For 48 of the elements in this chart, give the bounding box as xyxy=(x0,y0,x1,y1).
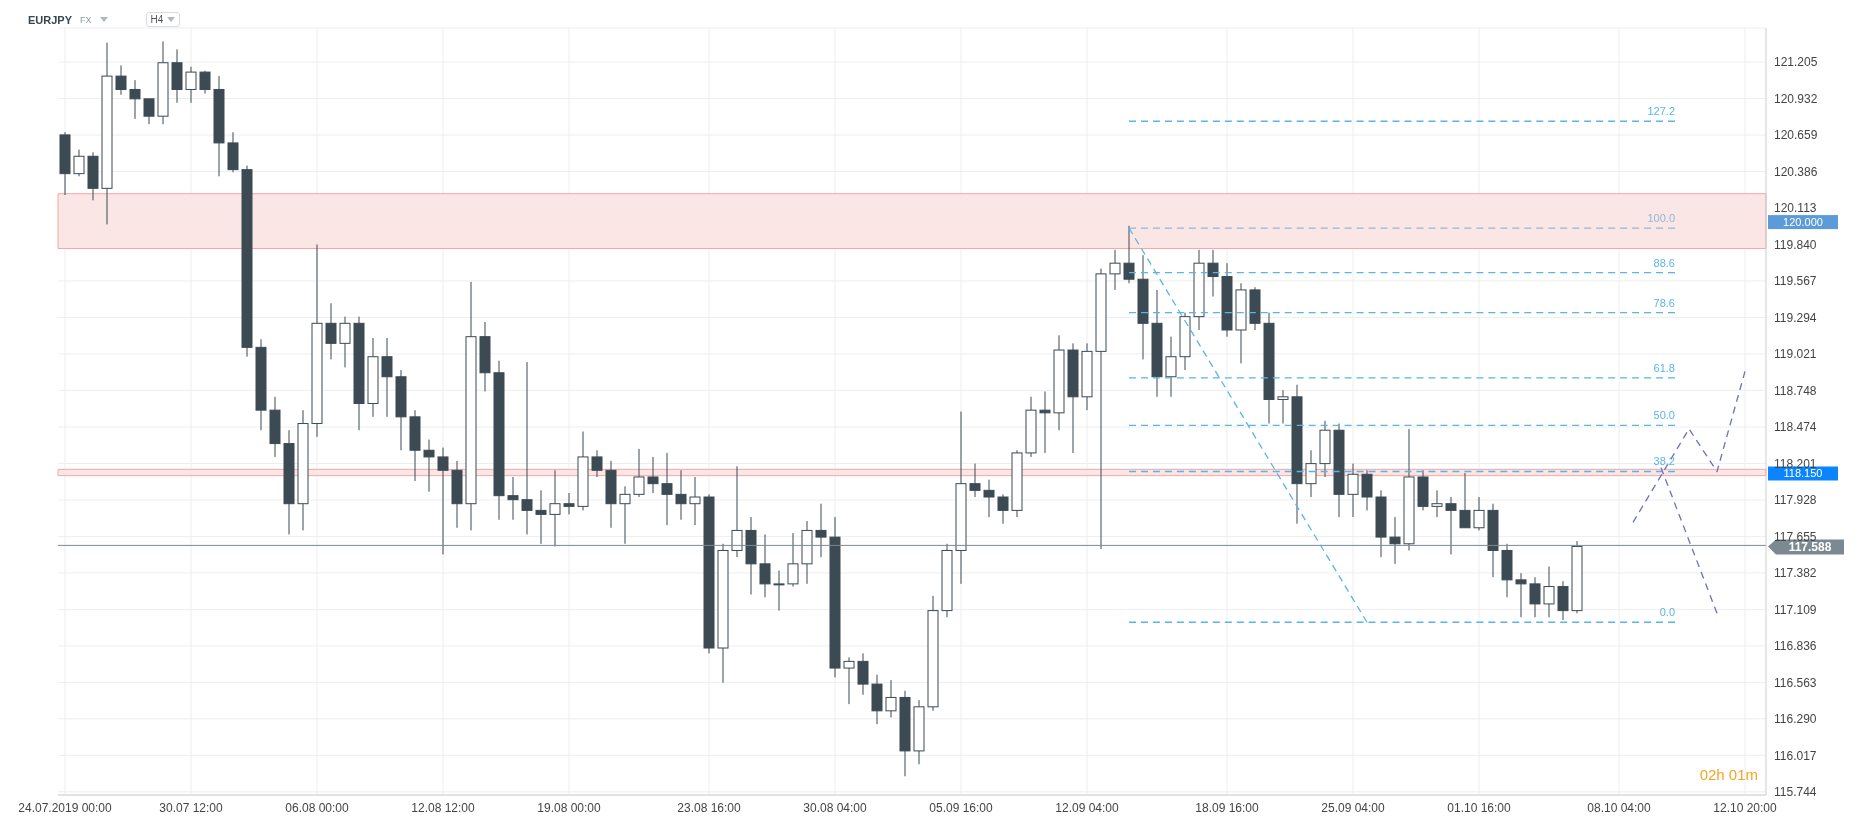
x-tick-label: 12.08 12:00 xyxy=(411,800,476,815)
y-tick-label: 116.563 xyxy=(1774,675,1817,690)
y-tick-label: 117.928 xyxy=(1774,493,1817,508)
y-tick-label: 116.836 xyxy=(1774,639,1817,654)
x-tick-label: 08.10 04:00 xyxy=(1587,800,1652,815)
ref-line-label: 117.588 xyxy=(1788,540,1832,555)
y-tick-label: 115.744 xyxy=(1774,785,1817,800)
series-label: 88.6 xyxy=(1653,256,1675,269)
x-tick-label: 25.09 04:00 xyxy=(1321,800,1386,815)
series-label: 38.2 xyxy=(1653,455,1675,468)
series-label: 100.0 xyxy=(1647,212,1675,225)
y-tick-label: 119.567 xyxy=(1774,274,1817,289)
band-label: 118.150 xyxy=(1783,467,1823,480)
y-tick-label: 117.109 xyxy=(1774,602,1817,617)
chart-subtitle: FX xyxy=(80,14,92,25)
y-tick-label: 116.017 xyxy=(1774,748,1817,763)
y-tick-label: 121.205 xyxy=(1774,55,1818,70)
x-tick-label: 23.08 16:00 xyxy=(677,800,742,815)
y-tick-label: 117.382 xyxy=(1774,566,1817,581)
series-label: 61.8 xyxy=(1653,361,1675,374)
series-label: 127.2 xyxy=(1647,105,1675,118)
x-tick-label: 05.09 16:00 xyxy=(929,800,994,815)
x-tick-label: 06.08 00:00 xyxy=(285,800,350,815)
y-tick-label: 120.659 xyxy=(1774,128,1818,143)
x-tick-label: 30.08 04:00 xyxy=(803,800,868,815)
x-tick-label: 12.10 20:00 xyxy=(1713,800,1778,815)
series-label: 50.0 xyxy=(1653,409,1675,422)
x-tick-label: 30.07 12:00 xyxy=(159,800,224,815)
x-tick-label: 01.10 16:00 xyxy=(1447,800,1512,815)
y-tick-label: 116.290 xyxy=(1774,712,1817,727)
series-label: 0.0 xyxy=(1659,606,1675,619)
y-tick-label: 120.386 xyxy=(1774,164,1818,179)
y-tick-label: 118.748 xyxy=(1774,383,1817,398)
series-label: 78.6 xyxy=(1653,296,1675,309)
x-tick-label: 24.07.2019 00:00 xyxy=(18,800,113,815)
y-tick-label: 119.021 xyxy=(1774,347,1817,362)
y-tick-label: 119.294 xyxy=(1774,310,1817,325)
x-tick-label: 18.09 16:00 xyxy=(1195,800,1260,815)
x-tick-label: 12.09 04:00 xyxy=(1055,800,1120,815)
text: H4 xyxy=(145,12,181,27)
annotation: 02h 01m xyxy=(1699,766,1758,783)
x-tick-label: 19.08 00:00 xyxy=(537,800,602,815)
chart-title: EURJPY xyxy=(28,13,73,26)
band-label: 120.000 xyxy=(1783,216,1823,229)
y-tick-label: 118.474 xyxy=(1774,420,1817,435)
y-tick-label: 119.840 xyxy=(1774,237,1817,252)
y-tick-label: 120.932 xyxy=(1774,91,1818,106)
y-tick-label: 120.113 xyxy=(1774,201,1817,216)
